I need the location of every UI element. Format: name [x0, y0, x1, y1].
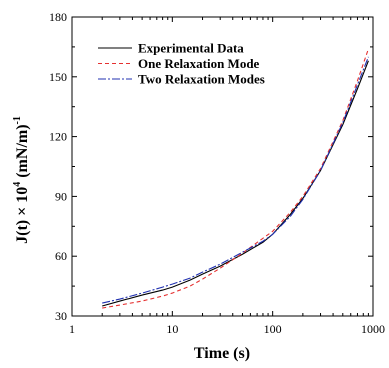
y-axis-title-main: J(t) × 10 [14, 187, 31, 244]
y-tick-label: 90 [55, 189, 67, 203]
y-axis: 30 60 90 120 150 180 [49, 10, 373, 323]
x-tick-label: 1 [69, 322, 75, 336]
y-axis-title-unit-exponent: -1 [12, 116, 23, 124]
y-tick-label: 150 [49, 70, 67, 84]
y-tick-label: 60 [55, 249, 67, 263]
series-line-2 [102, 48, 369, 309]
x-tick-label: 100 [264, 322, 282, 336]
y-tick-label: 180 [49, 10, 67, 24]
x-tick-label: 10 [166, 322, 178, 336]
y-axis-title-unit: (mN/m) [14, 124, 31, 181]
y-axis-title: J(t) × 104 (mN/m)-1 [12, 116, 31, 244]
x-axis-title: Time (s) [194, 345, 250, 362]
series-layer [102, 48, 369, 309]
x-axis: 1 10 100 1000 [69, 17, 385, 336]
y-axis-title-exponent: 4 [12, 182, 23, 187]
x-tick-label: 1000 [361, 322, 385, 336]
legend-label-1: Experimental Data [138, 41, 244, 56]
legend-label-2: One Relaxation Mode [138, 56, 260, 71]
series-line-1 [102, 60, 369, 307]
y-tick-label: 30 [55, 309, 67, 323]
series-line-3 [102, 56, 369, 304]
legend-label-3: Two Relaxation Modes [138, 72, 265, 87]
y-tick-label: 120 [49, 130, 67, 144]
